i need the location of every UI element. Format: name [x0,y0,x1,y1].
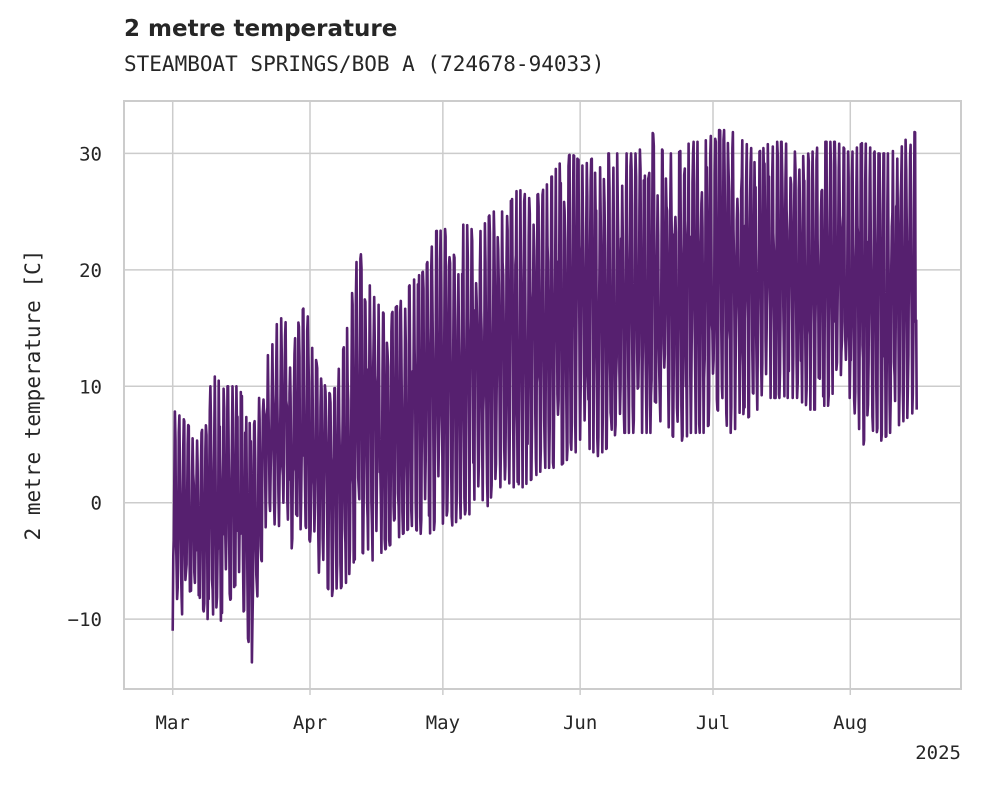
y-tick-label: 20 [79,260,102,282]
x-tick-label: Apr [293,712,327,734]
tick-labels: −10 0 10 20 30 Mar Apr May Jun Jul Aug 2025 [68,143,961,764]
plot-frame [123,100,962,690]
series-layer [171,128,918,664]
y-tick-label: −10 [68,609,102,631]
chart-subtitle: STEAMBOAT SPRINGS/BOB A (724678-94033) [124,52,605,76]
x-tick-label: Mar [156,712,190,734]
y-tick-label: 10 [79,376,102,398]
y-tick-label: 0 [91,493,102,515]
y-tick-label: 30 [79,143,102,165]
x-tick-label: Jun [563,712,597,734]
x-tick-label: May [426,712,460,734]
temperature-series-line [171,128,918,664]
x-tick-label: Jul [696,712,730,734]
y-axis-label: 2 metre temperature [C] [21,250,45,541]
x-year-label: 2025 [915,742,961,764]
chart-title: 2 metre temperature [124,16,398,42]
x-tick-label: Aug [833,712,867,734]
